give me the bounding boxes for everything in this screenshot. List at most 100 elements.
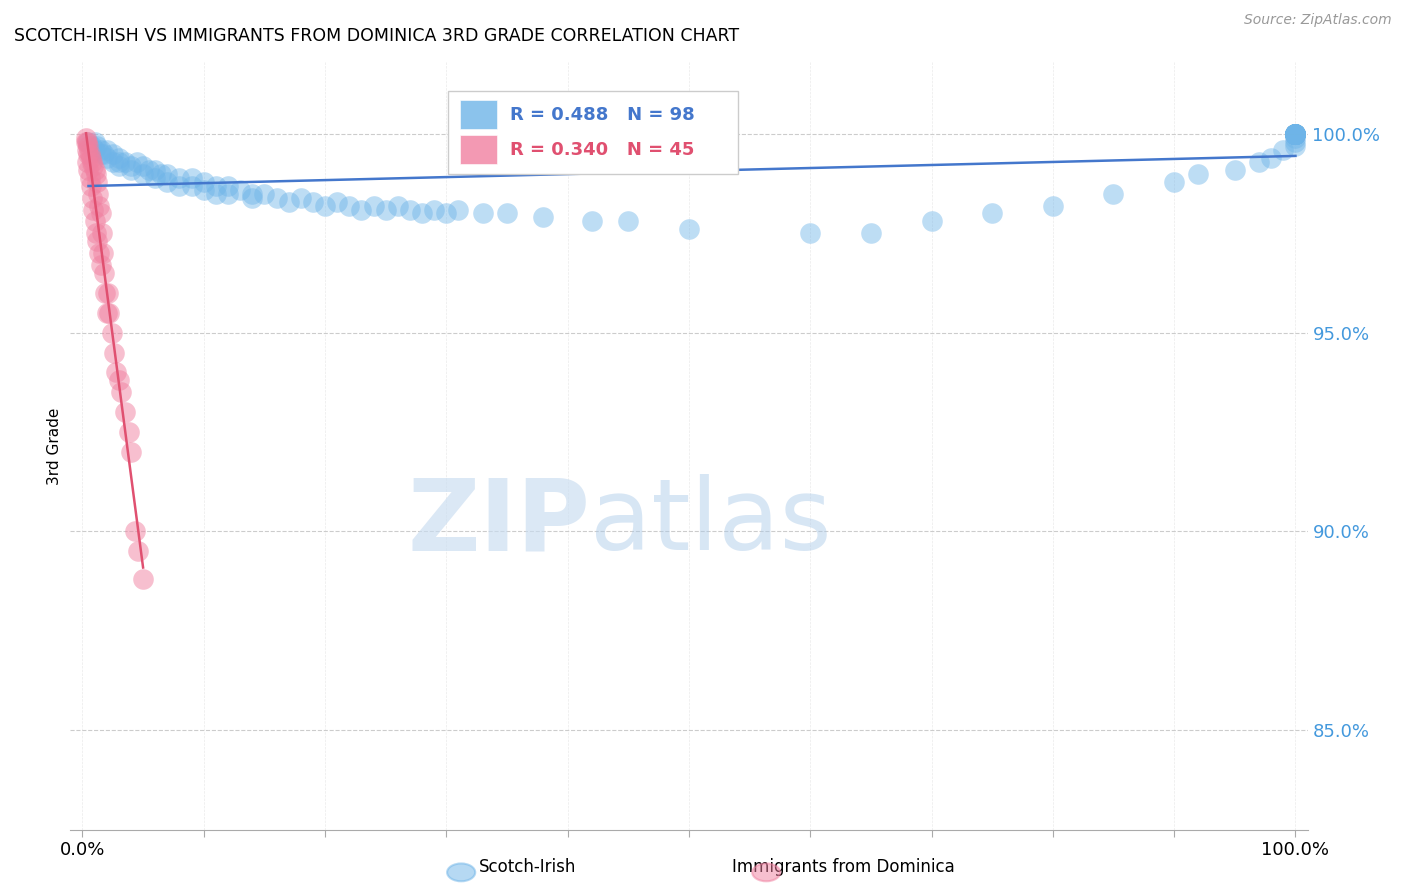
Point xyxy=(229,183,252,197)
Point xyxy=(1284,127,1306,141)
Point xyxy=(75,135,97,149)
Point xyxy=(180,170,202,185)
Point xyxy=(110,385,132,400)
Point xyxy=(79,170,101,185)
Point xyxy=(1260,151,1282,165)
FancyBboxPatch shape xyxy=(460,136,498,164)
Point xyxy=(93,266,115,280)
Point xyxy=(1284,127,1306,141)
Y-axis label: 3rd Grade: 3rd Grade xyxy=(46,408,62,484)
Point xyxy=(132,167,155,181)
Point xyxy=(217,178,239,193)
Point xyxy=(205,186,228,201)
Point xyxy=(108,159,131,173)
Text: R = 0.488   N = 98: R = 0.488 N = 98 xyxy=(509,105,695,124)
Point xyxy=(156,167,179,181)
Point xyxy=(120,445,142,459)
Point xyxy=(127,544,149,558)
Point xyxy=(1284,127,1306,141)
Point xyxy=(156,175,179,189)
Point xyxy=(76,135,98,149)
Point xyxy=(350,202,373,217)
Point xyxy=(114,154,136,169)
Point xyxy=(90,143,112,157)
Point xyxy=(101,154,124,169)
Point xyxy=(83,162,105,177)
Point xyxy=(471,206,494,220)
Point xyxy=(921,214,943,228)
Point xyxy=(77,139,100,153)
Point xyxy=(89,198,111,212)
Point xyxy=(143,162,166,177)
Point xyxy=(1284,127,1306,141)
Point xyxy=(143,170,166,185)
Text: atlas: atlas xyxy=(591,475,831,571)
Point xyxy=(434,206,457,220)
Point xyxy=(125,154,148,169)
Point xyxy=(1284,127,1306,141)
Point xyxy=(1223,162,1246,177)
Point xyxy=(91,246,114,260)
Point xyxy=(1247,154,1270,169)
Point xyxy=(678,222,700,236)
Point xyxy=(981,206,1004,220)
Point xyxy=(1102,186,1125,201)
Point xyxy=(1284,127,1306,141)
Point xyxy=(89,246,111,260)
Point xyxy=(150,167,173,181)
Point xyxy=(277,194,299,209)
FancyBboxPatch shape xyxy=(447,91,738,174)
Point xyxy=(96,151,118,165)
Point xyxy=(240,186,263,201)
Point xyxy=(80,178,103,193)
Point xyxy=(1284,131,1306,145)
Point xyxy=(1272,143,1295,157)
Point xyxy=(79,146,101,161)
Point xyxy=(169,170,191,185)
Point xyxy=(108,154,131,169)
Point xyxy=(1284,127,1306,141)
Point xyxy=(82,159,104,173)
Point xyxy=(411,206,433,220)
Point xyxy=(96,306,118,320)
Point xyxy=(302,194,325,209)
Point xyxy=(77,162,100,177)
Point xyxy=(83,143,105,157)
Point xyxy=(97,285,120,300)
Point xyxy=(326,194,349,209)
Point xyxy=(496,206,519,220)
Point xyxy=(83,214,105,228)
Point xyxy=(217,186,239,201)
Point xyxy=(1284,127,1306,141)
Point xyxy=(374,202,396,217)
Point xyxy=(1284,139,1306,153)
Point xyxy=(87,186,110,201)
Point xyxy=(108,373,131,387)
Point xyxy=(82,202,104,217)
Point xyxy=(1284,127,1306,141)
Point xyxy=(93,146,115,161)
Point xyxy=(1284,127,1306,141)
Point xyxy=(90,258,112,272)
Text: Source: ZipAtlas.com: Source: ZipAtlas.com xyxy=(1244,13,1392,28)
Point xyxy=(96,143,118,157)
Point xyxy=(132,159,155,173)
Point xyxy=(98,306,121,320)
Point xyxy=(94,285,117,300)
Point xyxy=(124,524,146,539)
Point xyxy=(120,159,142,173)
Point xyxy=(193,175,215,189)
Point xyxy=(169,178,191,193)
Point xyxy=(86,235,108,249)
Point xyxy=(84,167,107,181)
Point xyxy=(1284,135,1306,149)
Point xyxy=(859,227,882,241)
Point xyxy=(617,214,640,228)
Text: Scotch-Irish: Scotch-Irish xyxy=(478,858,576,876)
Point xyxy=(1284,127,1306,141)
Point xyxy=(1284,127,1306,141)
Point xyxy=(86,139,108,153)
Point xyxy=(337,198,360,212)
Point xyxy=(193,183,215,197)
Point xyxy=(1284,127,1306,141)
